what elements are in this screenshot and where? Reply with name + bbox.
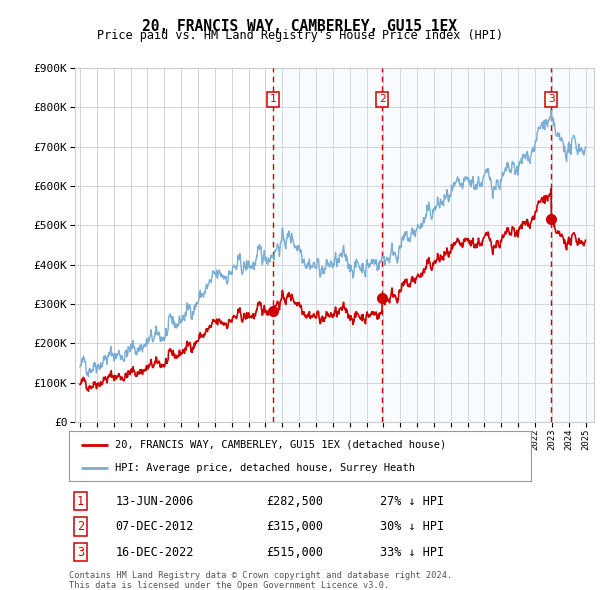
Text: 3: 3: [548, 94, 554, 104]
Text: 07-DEC-2012: 07-DEC-2012: [116, 520, 194, 533]
Text: £282,500: £282,500: [266, 494, 323, 507]
Text: 30% ↓ HPI: 30% ↓ HPI: [380, 520, 445, 533]
Text: 13-JUN-2006: 13-JUN-2006: [116, 494, 194, 507]
Text: HPI: Average price, detached house, Surrey Heath: HPI: Average price, detached house, Surr…: [115, 463, 415, 473]
Text: Contains HM Land Registry data © Crown copyright and database right 2024.: Contains HM Land Registry data © Crown c…: [69, 571, 452, 579]
Text: 2: 2: [379, 94, 385, 104]
Text: 3: 3: [77, 546, 84, 559]
Text: 1: 1: [77, 494, 84, 507]
Text: 16-DEC-2022: 16-DEC-2022: [116, 546, 194, 559]
Text: £315,000: £315,000: [266, 520, 323, 533]
Text: 33% ↓ HPI: 33% ↓ HPI: [380, 546, 445, 559]
Text: This data is licensed under the Open Government Licence v3.0.: This data is licensed under the Open Gov…: [69, 581, 389, 589]
Text: 20, FRANCIS WAY, CAMBERLEY, GU15 1EX: 20, FRANCIS WAY, CAMBERLEY, GU15 1EX: [143, 19, 458, 34]
Text: Price paid vs. HM Land Registry's House Price Index (HPI): Price paid vs. HM Land Registry's House …: [97, 30, 503, 42]
Bar: [551, 68, 594, 422]
Bar: [382, 68, 551, 422]
Text: 2: 2: [77, 520, 84, 533]
Text: 1: 1: [269, 94, 277, 104]
Text: £515,000: £515,000: [266, 546, 323, 559]
Text: 20, FRANCIS WAY, CAMBERLEY, GU15 1EX (detached house): 20, FRANCIS WAY, CAMBERLEY, GU15 1EX (de…: [115, 440, 446, 450]
Bar: [273, 68, 382, 422]
Text: 27% ↓ HPI: 27% ↓ HPI: [380, 494, 445, 507]
